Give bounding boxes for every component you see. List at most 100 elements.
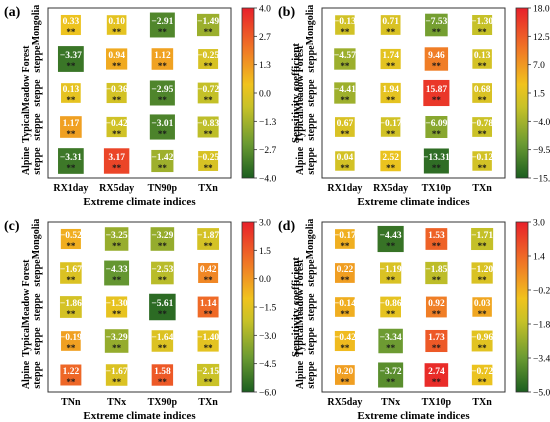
significance-mark: ** <box>478 275 488 285</box>
heatmap-cell <box>378 362 404 388</box>
heatmap-cell <box>334 82 356 104</box>
cell-value-label: −1.19 <box>380 265 402 275</box>
significance-mark: ** <box>158 343 168 353</box>
heatmap-cell <box>424 363 449 387</box>
significance-mark: ** <box>204 377 214 387</box>
significance-mark: ** <box>204 129 214 139</box>
y-tick-label: Alpinesteppe <box>21 146 43 175</box>
colorbar-tick-label: 2.7 <box>259 33 271 43</box>
cell-value-label: 0.94 <box>108 51 125 61</box>
colorbar <box>241 7 255 179</box>
x-tick-label: RX5day <box>373 183 408 194</box>
cell-value-label: −4.41 <box>334 85 356 95</box>
cell-value-label: 15.87 <box>426 85 448 95</box>
heatmap-cell <box>335 297 355 317</box>
colorbar-tick-label: −3.4 <box>533 355 550 365</box>
significance-mark: ** <box>158 241 168 251</box>
significance-mark: ** <box>432 377 442 387</box>
cell-value-label: 1.58 <box>154 367 171 377</box>
heatmap-cell <box>149 293 176 321</box>
colorbar-tick-label: 0.0 <box>259 90 271 100</box>
x-tick-label: TNx <box>381 397 400 408</box>
heatmap-cell <box>59 296 82 318</box>
cell-value-label: −1.87 <box>197 231 219 241</box>
colorbar-tick-label: −1.5 <box>259 304 276 314</box>
colorbar-label: Sensitivity coefficient <box>290 257 302 357</box>
heatmap-cell <box>198 263 219 283</box>
significance-mark: ** <box>340 163 350 173</box>
cell-value-label: −4.33 <box>106 265 128 275</box>
significance-mark: ** <box>386 163 396 173</box>
significance-mark: ** <box>112 27 122 37</box>
cell-value-label: −1.64 <box>151 333 173 343</box>
significance-mark: ** <box>204 27 214 37</box>
heatmap-cell <box>334 263 355 283</box>
cell-value-label: −6.09 <box>425 119 447 129</box>
cell-value-label: 0.03 <box>474 299 491 309</box>
heatmap-cell <box>471 330 493 352</box>
significance-mark: ** <box>158 275 168 285</box>
cell-value-label: −3.72 <box>380 367 402 377</box>
heatmap-cell <box>425 228 448 250</box>
significance-mark: ** <box>158 95 168 105</box>
significance-mark: ** <box>478 309 488 319</box>
heatmap-panel: (c)−0.52**−3.25**−3.29**−1.87**−1.67**−4… <box>4 219 302 422</box>
heatmap-cell <box>380 262 402 284</box>
heatmap-cell <box>104 227 129 251</box>
colorbar-tick-label: 3.0 <box>533 219 545 229</box>
panel-label: (c) <box>4 219 20 234</box>
significance-mark: ** <box>204 95 214 105</box>
heatmap-cell <box>106 82 127 104</box>
significance-mark: ** <box>66 95 76 105</box>
cell-value-label: 3.17 <box>108 153 125 163</box>
heatmap-cell <box>380 117 401 137</box>
colorbar-label: Sensitivity coefficient <box>290 43 302 143</box>
heatmap-cell <box>151 261 174 285</box>
colorbar-tick-label: −0.2 <box>533 287 550 297</box>
cell-value-label: −0.25 <box>197 51 219 61</box>
y-tick-label: Mongolia <box>305 5 316 46</box>
heatmap-cell <box>472 83 492 103</box>
cell-value-label: −0.14 <box>334 299 356 309</box>
panel-label: (d) <box>278 219 295 234</box>
x-tick-label: TX10p <box>422 183 452 194</box>
significance-mark: ** <box>66 129 76 139</box>
significance-mark: ** <box>386 129 396 139</box>
cell-value-label: 1.17 <box>63 119 80 129</box>
x-tick-label: TXn <box>198 183 218 194</box>
cell-value-label: 2.52 <box>382 153 399 163</box>
colorbar <box>515 7 529 179</box>
heatmap-panel: (d)−0.17**−4.43**1.53**−1.71**0.22**−1.1… <box>278 219 550 422</box>
significance-mark: ** <box>386 61 396 71</box>
colorbar-tick-label: 18.0 <box>533 5 550 15</box>
cell-value-label: −2.53 <box>151 265 173 275</box>
heatmap-cell <box>472 15 493 35</box>
plot-frame <box>47 7 232 179</box>
cell-value-label: −4.57 <box>334 51 356 61</box>
y-tick-label: Meadowsteppe <box>21 74 43 111</box>
cell-value-label: 0.22 <box>337 265 354 275</box>
x-axis-label: Extreme climate indices <box>357 196 470 208</box>
heatmap-cell <box>423 79 450 107</box>
significance-mark: ** <box>340 61 350 71</box>
heatmap-cell <box>380 15 401 35</box>
cell-value-label: −0.52 <box>60 231 82 241</box>
cell-value-label: 1.74 <box>382 51 399 61</box>
heatmap-cell <box>151 330 174 352</box>
significance-mark: ** <box>112 309 122 319</box>
significance-mark: ** <box>158 163 168 173</box>
heatmap-cell <box>60 228 81 250</box>
significance-mark: ** <box>432 95 442 105</box>
significance-mark: ** <box>478 163 488 173</box>
heatmap-cell <box>425 116 448 138</box>
colorbar-tick-label: 1.5 <box>259 247 271 257</box>
cell-value-label: 0.71 <box>382 17 399 27</box>
heatmap-cell <box>423 148 449 174</box>
cell-value-label: 0.13 <box>474 51 491 61</box>
heatmap-cell <box>197 296 219 318</box>
significance-mark: ** <box>478 27 488 37</box>
cell-value-label: 0.67 <box>337 119 354 129</box>
heatmap-cell <box>149 80 175 106</box>
plot-frame <box>47 221 232 393</box>
colorbar-tick-label: 1.5 <box>533 90 545 100</box>
